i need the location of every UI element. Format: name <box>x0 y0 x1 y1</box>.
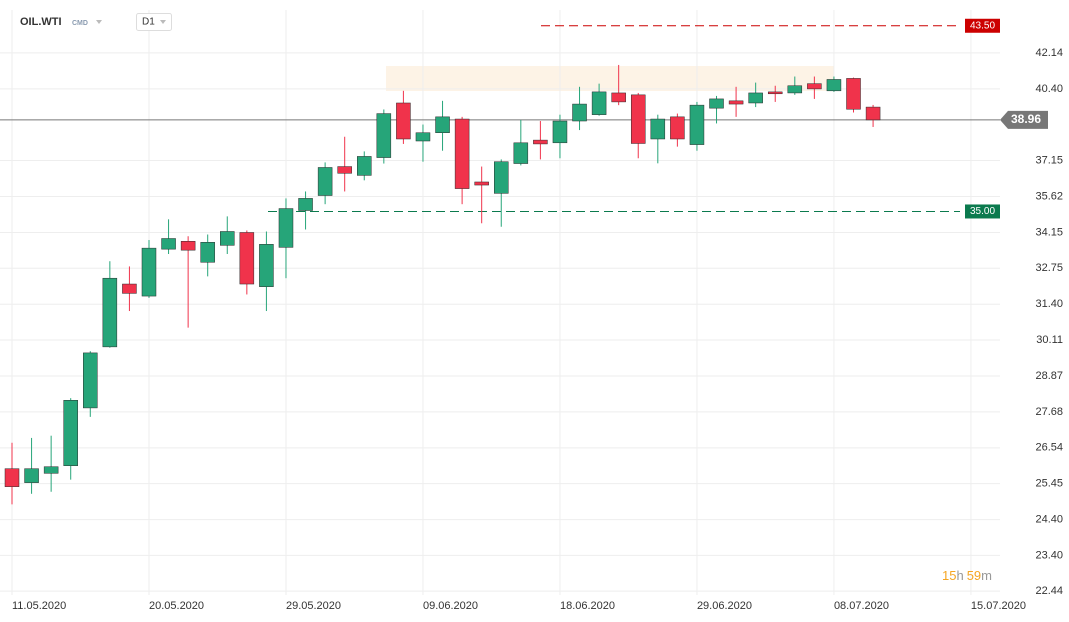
level-label-box <box>965 18 1000 33</box>
x-tick-label: 20.05.2020 <box>149 600 204 612</box>
header: OIL.WTI CMD D1 <box>20 13 172 31</box>
level-label: 35.00 <box>970 206 995 217</box>
y-tick-label: 27.68 <box>1035 406 1063 418</box>
candle-body <box>807 83 822 90</box>
candle-body <box>494 161 509 194</box>
x-tick-label: 11.05.2020 <box>12 600 66 612</box>
candle-body <box>122 283 137 294</box>
candle-body <box>865 106 881 121</box>
dropdown-caret[interactable] <box>96 20 102 24</box>
y-tick-label: 22.44 <box>1035 585 1063 597</box>
x-tick-label: 29.05.2020 <box>286 600 341 612</box>
x-tick-label: 29.06.2020 <box>697 600 752 612</box>
x-tick-label: 09.06.2020 <box>423 600 478 612</box>
candle-body <box>748 92 763 104</box>
y-tick-label: 24.40 <box>1035 514 1063 526</box>
candle-body <box>63 400 78 466</box>
countdown: 15h 59m <box>942 568 992 583</box>
candle-body <box>259 244 274 287</box>
candle-body <box>239 232 255 285</box>
candle-body <box>533 139 548 145</box>
candle-body <box>767 91 783 95</box>
countdown-unit: m <box>981 568 992 583</box>
candle-body <box>200 242 215 263</box>
timeframe[interactable]: D1 <box>142 17 155 28</box>
y-tick-label: 30.11 <box>1036 334 1063 346</box>
candle-body <box>298 198 313 211</box>
countdown-minutes: 59 <box>967 568 981 583</box>
candle-body <box>83 352 98 409</box>
y-tick-label: 35.62 <box>1035 190 1063 202</box>
candle-body <box>337 166 352 174</box>
candle-body <box>474 181 489 186</box>
candle-body <box>630 94 646 144</box>
candle-body <box>102 277 118 348</box>
candle-body <box>357 156 372 176</box>
candle-body <box>513 142 529 164</box>
countdown-unit: h <box>956 568 963 583</box>
candle-body <box>454 118 470 189</box>
candle-body <box>689 104 705 145</box>
candle-body <box>278 208 294 248</box>
x-tick-label: 15.07.2020 <box>971 600 1026 612</box>
candle-body <box>670 116 685 140</box>
x-tick-label: 18.06.2020 <box>560 600 615 612</box>
dropdown-caret <box>160 20 166 24</box>
candle-body <box>376 113 392 158</box>
market: CMD <box>72 20 88 27</box>
price-label-box <box>1000 110 1048 129</box>
y-tick-label: 31.40 <box>1035 298 1063 310</box>
price-label: 38.96 <box>1011 112 1041 126</box>
candle-body <box>552 120 568 144</box>
level-label-box <box>965 204 1000 219</box>
candle-body <box>650 118 666 140</box>
candle-body <box>24 468 39 483</box>
y-tick-label: 26.54 <box>1035 442 1063 454</box>
y-tick-label: 40.40 <box>1035 83 1063 95</box>
candle-body <box>709 98 724 109</box>
level-label: 43.50 <box>970 20 995 31</box>
candle-body <box>591 91 607 115</box>
y-tick-label: 34.15 <box>1035 226 1063 238</box>
y-tick-label: 32.75 <box>1035 262 1063 274</box>
candle-body <box>572 103 587 122</box>
y-tick-label: 28.87 <box>1035 370 1063 382</box>
candle-body <box>180 241 196 251</box>
x-tick-label: 08.07.2020 <box>834 600 889 612</box>
candle-body <box>161 238 176 250</box>
candle-body <box>141 247 157 297</box>
y-tick-label: 23.40 <box>1035 549 1063 561</box>
y-tick-label: 25.45 <box>1035 478 1063 490</box>
y-tick-label: 37.15 <box>1035 154 1063 166</box>
countdown-hours: 15 <box>942 568 956 583</box>
candle-body <box>435 116 450 133</box>
candle-body <box>396 102 411 140</box>
candle-body <box>826 79 842 92</box>
candle-body <box>846 78 861 110</box>
symbol: OIL.WTI <box>20 16 62 28</box>
candle-body <box>787 85 803 94</box>
candle-body <box>728 100 744 105</box>
y-tick-label: 42.14 <box>1035 47 1063 59</box>
candle-body <box>4 468 20 487</box>
candle-body <box>220 231 235 246</box>
candle-body <box>43 466 59 474</box>
timeframe-select[interactable] <box>136 13 172 31</box>
candle-body <box>611 92 626 103</box>
zone-highlight <box>386 66 834 91</box>
candle-body <box>415 132 431 142</box>
candle-body <box>317 167 333 196</box>
